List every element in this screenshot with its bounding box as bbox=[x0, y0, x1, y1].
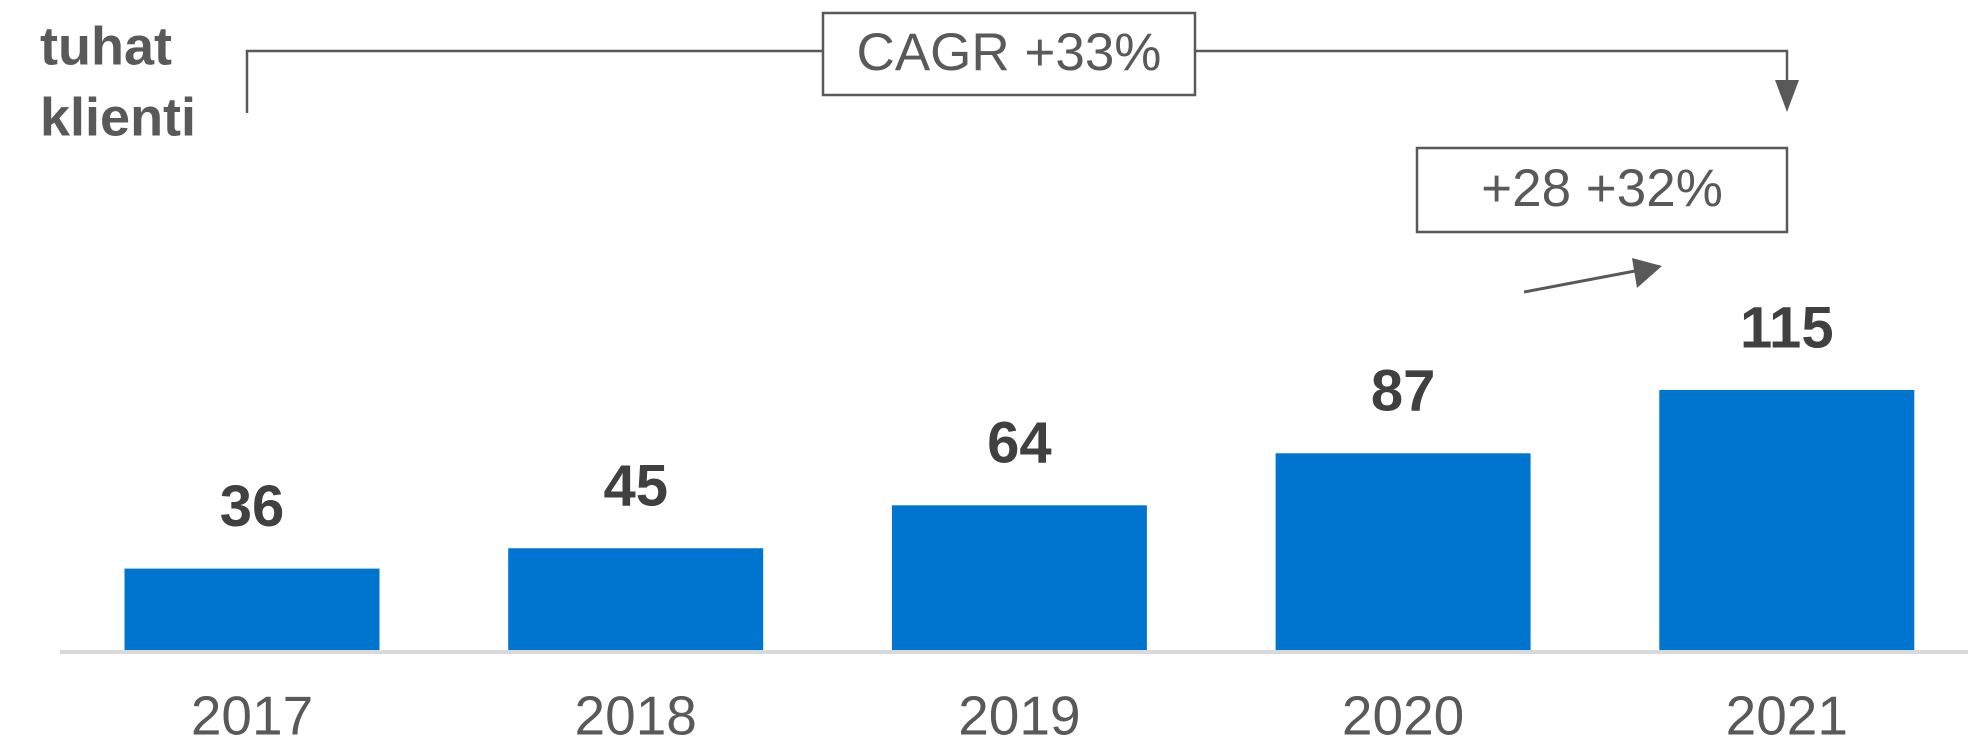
bar bbox=[508, 548, 764, 650]
value-label: 64 bbox=[987, 411, 1052, 476]
annotation: CAGR +33% bbox=[857, 23, 1162, 82]
arrow-head bbox=[1775, 80, 1799, 112]
bracket-line bbox=[245, 49, 823, 113]
bar bbox=[124, 568, 380, 650]
y-label: klienti bbox=[40, 87, 196, 147]
bracket-line bbox=[1195, 49, 1789, 82]
annotation: +28 +32% bbox=[1481, 159, 1723, 218]
annotation-box bbox=[821, 11, 1197, 97]
y-label: tuhat bbox=[40, 16, 172, 76]
bar bbox=[1275, 453, 1531, 650]
value-label: 115 bbox=[1740, 295, 1834, 360]
x-tick-label: 2020 bbox=[1342, 685, 1464, 747]
x-tick-label: 2017 bbox=[191, 685, 313, 747]
bar bbox=[891, 505, 1147, 650]
bar bbox=[1659, 390, 1915, 650]
x-tick-label: 2021 bbox=[1726, 685, 1848, 747]
annotation-box bbox=[1415, 146, 1789, 234]
x-tick-label: 2018 bbox=[575, 685, 697, 747]
value-label: 87 bbox=[1371, 359, 1436, 424]
value-label: 45 bbox=[603, 454, 668, 519]
trend-arrow bbox=[1523, 269, 1636, 294]
value-label: 36 bbox=[220, 474, 285, 539]
arrow-head bbox=[1632, 258, 1662, 288]
x-tick-label: 2019 bbox=[958, 685, 1080, 747]
